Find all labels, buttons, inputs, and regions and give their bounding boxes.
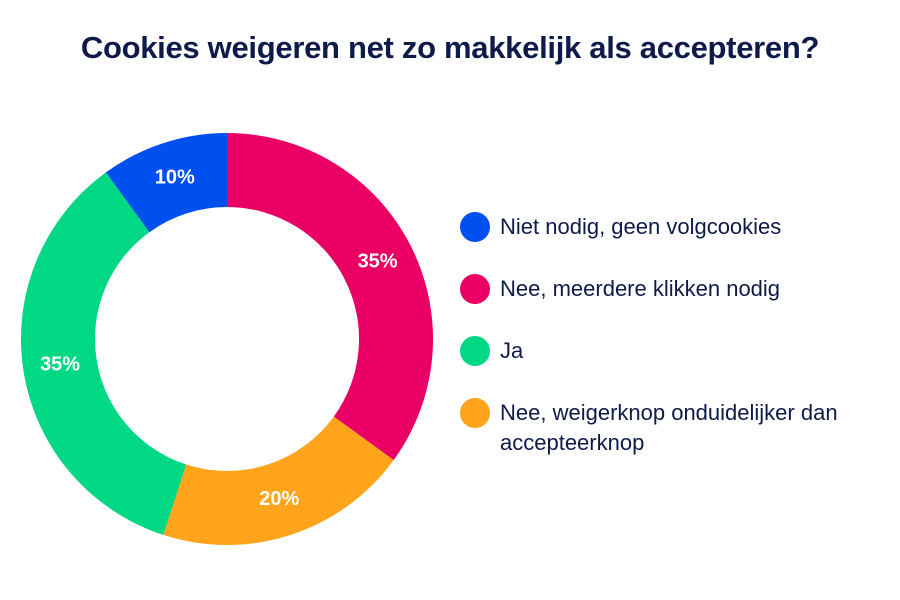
- slice-percent-label: 10%: [155, 167, 195, 189]
- legend-label: Ja: [500, 338, 524, 363]
- slice-percent-label: 35%: [40, 354, 80, 376]
- slice-percent-label: 35%: [358, 251, 398, 273]
- legend-dot-icon: [460, 274, 490, 304]
- legend-item: Nee, meerdere klikken nodig: [460, 274, 890, 304]
- legend-label: Niet nodig, geen volgcookies: [500, 214, 782, 239]
- donut-chart: 35% 20% 35% 10%: [20, 133, 433, 546]
- legend-label: Nee, weigerknop onduidelijker dan accept…: [500, 400, 838, 455]
- legend-item: Nee, weigerknop onduidelijker dan accept…: [460, 398, 890, 458]
- legend: Niet nodig, geen volgcookies Nee, meerde…: [460, 212, 890, 490]
- legend-item: Ja: [460, 336, 890, 366]
- legend-dot-icon: [460, 398, 490, 428]
- chart-title: Cookies weigeren net zo makkelijk als ac…: [80, 30, 820, 65]
- donut-slice: [20, 172, 187, 535]
- legend-item: Niet nodig, geen volgcookies: [460, 212, 890, 242]
- donut-slice: [105, 133, 227, 233]
- legend-label: Nee, meerdere klikken nodig: [500, 276, 781, 301]
- legend-dot-icon: [460, 336, 490, 366]
- slice-percent-label: 20%: [259, 488, 299, 510]
- legend-dot-icon: [460, 212, 490, 242]
- donut-slice: [163, 416, 394, 546]
- donut-slice: [227, 133, 433, 461]
